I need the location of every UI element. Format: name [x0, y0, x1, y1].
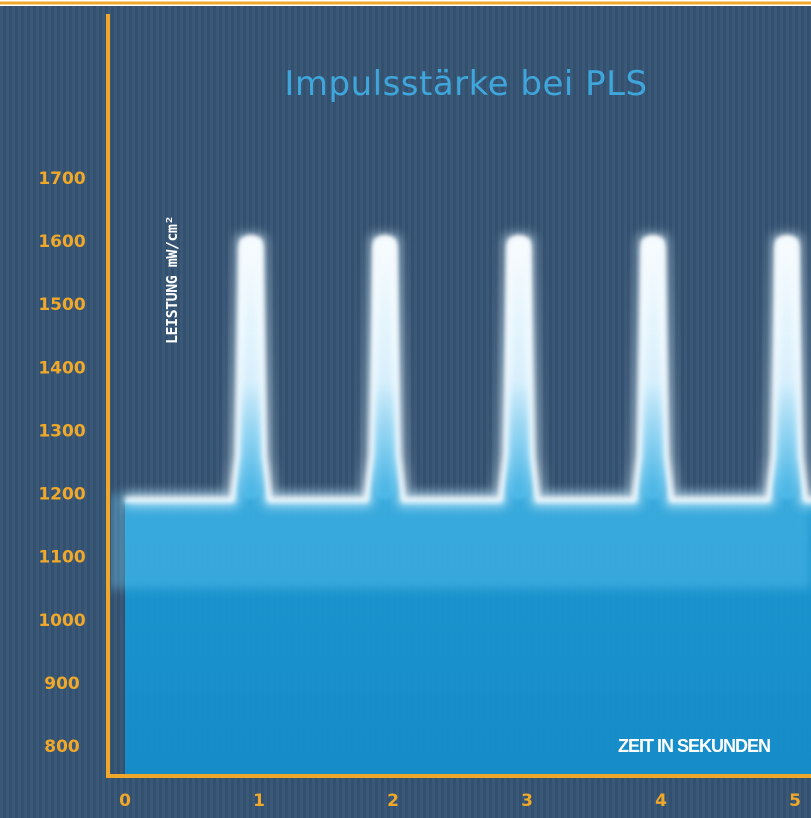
y-tick-label: 800	[44, 737, 80, 757]
y-tick-label: 900	[44, 674, 80, 694]
x-axis-label: ZEIT IN SEKUNDEN	[618, 736, 770, 756]
y-tick-label: 1300	[38, 421, 85, 441]
x-tick-label: 0	[119, 791, 131, 811]
y-tick-label: 1000	[38, 611, 85, 631]
y-tick-label: 1100	[38, 548, 85, 568]
y-axis-label: LEISTUNG mW/cm²	[163, 216, 181, 344]
y-tick-label: 1400	[38, 358, 85, 378]
chart-title: Impulsstärke bei PLS	[284, 64, 647, 104]
y-tick-label: 1600	[38, 232, 85, 252]
x-tick-label: 3	[521, 791, 533, 811]
x-tick-label: 1	[253, 791, 265, 811]
x-tick-label: 4	[655, 791, 667, 811]
x-tick-label: 5	[789, 791, 801, 811]
y-tick-label: 1500	[38, 295, 85, 315]
x-tick-label: 2	[387, 791, 399, 811]
y-tick-label: 1200	[38, 485, 85, 505]
baseline-haze	[108, 494, 811, 589]
y-tick-label: 1700	[38, 169, 85, 189]
